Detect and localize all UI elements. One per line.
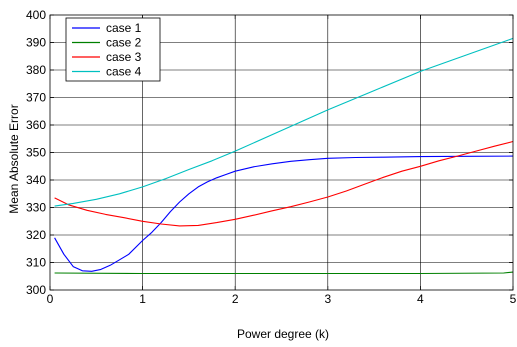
x-tick-label: 0: [47, 292, 54, 306]
y-tick-label: 300: [26, 283, 46, 297]
y-tick-label: 330: [26, 201, 46, 215]
y-tick-label: 310: [26, 256, 46, 270]
series-line-case-3: [54, 140, 514, 227]
series-lines: [54, 37, 514, 275]
y-tick-label: 360: [26, 118, 46, 132]
legend-label: case 3: [106, 50, 142, 64]
x-axis-label: Power degree (k): [237, 327, 329, 341]
y-tick-label: 380: [26, 63, 46, 77]
x-tick-label: 2: [232, 292, 239, 306]
axis-ticks: 0 1 2 3 4 5 300 310 320 330 340 350 360 370 380 390 400: [26, 8, 517, 306]
y-axis-label: Mean Absolute Error: [7, 104, 21, 213]
y-tick-label: 340: [26, 173, 46, 187]
x-tick-label: 5: [510, 292, 517, 306]
series-line-case-1: [54, 155, 514, 272]
series-line-case-4: [54, 37, 514, 207]
y-tick-label: 400: [26, 8, 46, 22]
legend-label: case 1: [106, 21, 142, 35]
series-line-case-2: [54, 271, 514, 275]
legend-label: case 2: [106, 36, 142, 50]
y-tick-label: 370: [26, 91, 46, 105]
x-tick-label: 4: [417, 292, 424, 306]
legend-label: case 4: [106, 65, 142, 79]
x-tick-label: 3: [324, 292, 331, 306]
y-tick-label: 390: [26, 36, 46, 50]
y-tick-label: 350: [26, 146, 46, 160]
x-tick-label: 1: [139, 292, 146, 306]
y-tick-label: 320: [26, 228, 46, 242]
grid-lines: [50, 15, 513, 290]
